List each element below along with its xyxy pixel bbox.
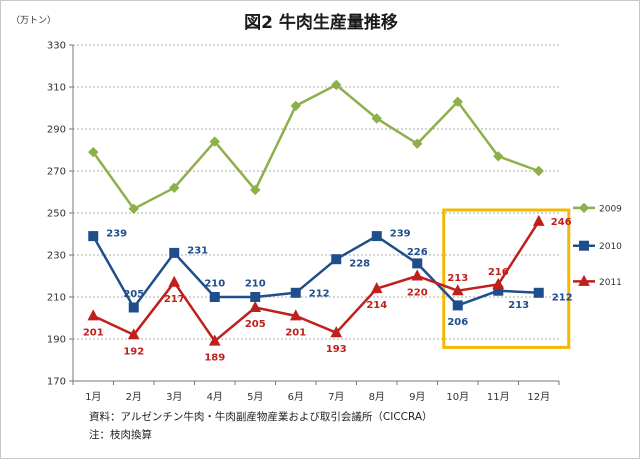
data-label-2011: 220 [407, 288, 428, 299]
x-tick-label: 3月 [166, 391, 182, 403]
data-label-2011: 201 [285, 327, 306, 338]
series-line-2009 [92, 83, 540, 211]
data-label-2011: 246 [551, 217, 572, 228]
data-point-2010 [452, 300, 463, 311]
data-label-2011: 213 [447, 273, 468, 284]
x-tick-label: 4月 [207, 391, 223, 403]
data-label-2010: 239 [390, 229, 411, 240]
y-tick-label: 230 [47, 251, 66, 262]
x-tick-label: 2月 [126, 391, 142, 403]
data-point-2009 [412, 138, 423, 149]
highlight-box [442, 208, 571, 349]
data-point-2010 [331, 254, 342, 265]
data-label-2011: 214 [366, 300, 387, 311]
data-point-2009 [371, 113, 382, 124]
data-label-2011: 216 [488, 267, 509, 278]
data-point-2009 [250, 184, 261, 196]
x-tick-label: 1月 [85, 391, 101, 403]
y-tick-label: 290 [47, 125, 66, 136]
source-note: 資料：アルゼンチン牛肉・牛肉副産物産業および取引会議所（CICCRA） [89, 410, 433, 423]
series-line-2011 [92, 220, 540, 343]
data-point-2011 [451, 284, 464, 296]
data-point-2011 [532, 214, 545, 226]
data-point-2009 [331, 79, 342, 91]
plot-area: 170 190 210 230 250 270 290 310 330 1月 2月 3月 4月 5月 6月 7… [47, 41, 622, 404]
data-label-2011: 193 [326, 344, 347, 355]
data-label-2010: 210 [245, 279, 266, 290]
data-label-2010: 210 [204, 279, 225, 290]
data-point-2010 [290, 287, 301, 298]
x-tick-label: 6月 [288, 391, 304, 403]
legend-marker-2011 [578, 274, 590, 286]
data-point-2010 [250, 292, 261, 302]
legend-marker-2009 [578, 202, 590, 214]
data-point-2011 [87, 309, 100, 321]
data-label-2011: 192 [123, 346, 144, 357]
x-tick-label: 5月 [247, 391, 263, 403]
y-tick-label: 330 [47, 41, 66, 52]
data-point-2010 [533, 287, 544, 298]
data-point-2009 [533, 165, 544, 177]
data-point-2010 [88, 231, 99, 242]
legend-label-2011: 2011 [599, 278, 622, 288]
x-tick-label: 10月 [446, 391, 469, 403]
data-label-2010: 206 [447, 317, 468, 328]
data-point-2010 [412, 258, 423, 269]
data-label-2011: 201 [83, 327, 104, 338]
data-point-2011 [168, 275, 181, 287]
y-axis-unit: （万トン） [11, 15, 56, 26]
data-point-2009 [209, 136, 220, 147]
x-tick-label: 9月 [409, 391, 425, 403]
legend-marker-2010 [579, 240, 589, 251]
data-point-2009 [169, 182, 180, 194]
y-tick-label: 170 [47, 377, 66, 388]
data-label-2010: 205 [123, 289, 144, 300]
data-point-2011 [127, 328, 140, 340]
chart-title: 図2 牛肉生産量推移 [244, 12, 398, 33]
data-point-2009 [493, 151, 504, 162]
data-point-2011 [330, 326, 343, 338]
data-label-2010: 212 [309, 288, 330, 299]
data-point-2011 [289, 309, 302, 321]
data-label-2010: 239 [106, 229, 127, 240]
data-point-2010 [371, 231, 382, 242]
data-label-2010: 228 [349, 259, 370, 270]
y-tick-label: 250 [47, 209, 66, 220]
data-point-2010 [128, 302, 139, 313]
data-point-2009 [290, 100, 301, 112]
data-label-2010: 226 [407, 247, 428, 258]
x-tick-label: 7月 [328, 391, 344, 403]
legend-label-2009: 2009 [599, 204, 622, 214]
data-point-2009 [452, 96, 463, 107]
data-point-2011 [370, 282, 383, 294]
data-point-2009 [128, 203, 139, 215]
remark-note: 注：枝肉換算 [89, 428, 152, 441]
y-tick-label: 310 [47, 83, 66, 94]
data-point-2010 [169, 247, 180, 258]
legend-label-2010: 2010 [599, 242, 622, 252]
data-label-2010: 213 [508, 300, 529, 311]
y-tick-label: 210 [47, 293, 66, 304]
x-tick-label: 11月 [487, 391, 510, 403]
data-point-2011 [249, 300, 262, 312]
data-label-2011: 205 [245, 319, 266, 330]
data-label-2010: 212 [552, 292, 573, 303]
data-label-2011: 217 [164, 294, 185, 305]
data-label-2011: 189 [204, 353, 225, 364]
y-tick-label: 270 [47, 167, 66, 178]
data-point-2009 [88, 146, 99, 158]
data-point-2011 [411, 269, 424, 281]
series-line-2010 [92, 234, 539, 309]
data-point-2011 [492, 277, 505, 289]
data-point-2010 [209, 292, 220, 302]
data-point-2011 [208, 334, 221, 346]
y-tick-label: 190 [47, 335, 66, 346]
x-tick-label: 12月 [527, 391, 550, 403]
x-tick-label: 8月 [369, 391, 385, 403]
data-label-2010: 231 [187, 245, 208, 256]
